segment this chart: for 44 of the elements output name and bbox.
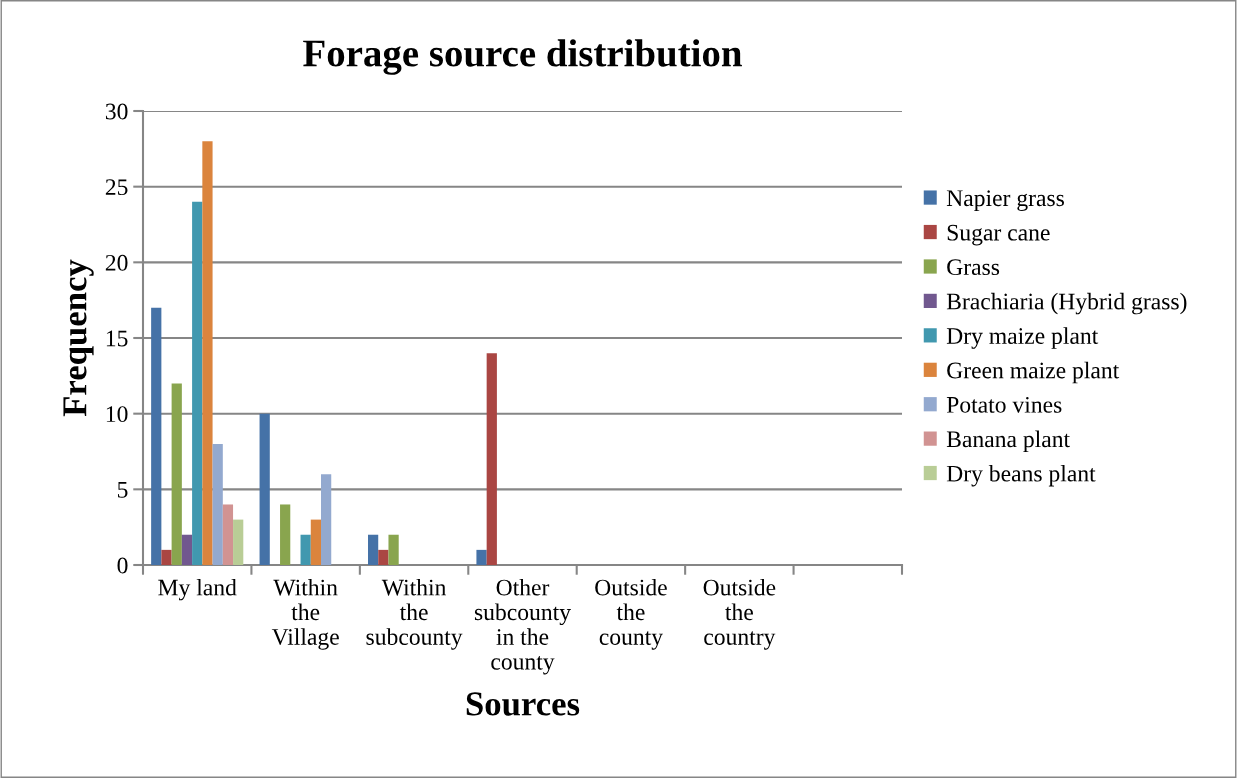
- x-axis-title: Sources: [466, 692, 580, 716]
- bar: [378, 549, 389, 565]
- x-tick-label: Within the subcounty: [366, 578, 463, 650]
- y-tick-label: 15: [106, 330, 128, 347]
- x-tick-label: Outside the country: [703, 578, 776, 650]
- legend-label: Brachiaria (Hybrid grass): [946, 292, 1187, 315]
- y-tick-label: 30: [105, 103, 128, 120]
- legend-label: Potato vines: [946, 396, 1062, 413]
- legend-label: Sugar cane: [947, 224, 1050, 246]
- legend-label: Grass: [947, 259, 1000, 276]
- chart-title: Forage source distribution: [303, 39, 742, 75]
- bar: [181, 534, 193, 565]
- bar: [321, 474, 332, 565]
- bar: [367, 534, 379, 565]
- y-tick-label: 20: [105, 254, 128, 271]
- legend-label: Banana plant: [946, 430, 1070, 452]
- legend-label: Dry maize plant: [946, 327, 1099, 349]
- x-tick-label: Within the Village: [271, 578, 339, 650]
- y-tick-label: 25: [105, 179, 128, 196]
- bar: [212, 443, 223, 565]
- bar: [280, 504, 291, 565]
- bar: [259, 413, 270, 565]
- bar: [202, 141, 213, 565]
- y-axis-title: Frequency: [63, 259, 94, 417]
- bar: [486, 353, 497, 565]
- x-tick-label: Outside the county: [595, 578, 667, 650]
- bar: [310, 519, 321, 565]
- legend-label: Napier grass: [946, 190, 1064, 212]
- bar: [151, 307, 162, 565]
- bar: [192, 201, 203, 565]
- bar: [300, 534, 311, 565]
- bar: [476, 549, 487, 565]
- bar: [388, 534, 399, 565]
- legend-label: Dry beans plant: [946, 464, 1096, 487]
- y-tick-label: 10: [106, 406, 128, 423]
- y-tick-label: 0: [117, 557, 128, 574]
- bar: [222, 504, 234, 565]
- x-tick-label: Other subcounty in the county: [474, 578, 571, 675]
- bar: [171, 383, 182, 565]
- legend-label: Green maize plant: [947, 361, 1120, 384]
- bar: [161, 549, 172, 565]
- y-tick-label: 5: [117, 482, 128, 498]
- x-tick-label: My land: [158, 578, 237, 601]
- bar: [233, 519, 244, 565]
